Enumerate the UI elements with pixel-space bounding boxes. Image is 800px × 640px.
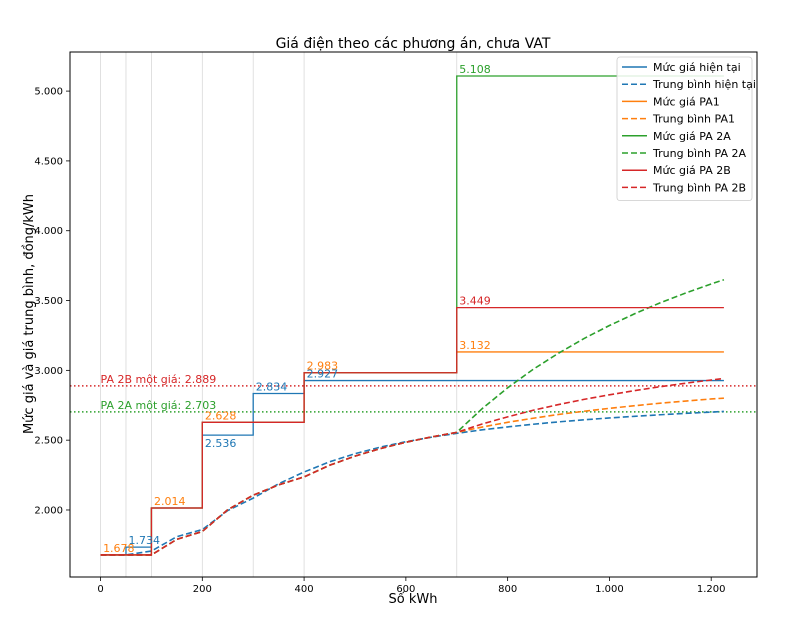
- series-layer: [100, 75, 725, 556]
- legend-label: Trung bình PA1: [652, 113, 735, 126]
- data-label: 2.014: [154, 495, 186, 508]
- legend-label: Mức giá PA1: [653, 95, 720, 108]
- data-label: 2.834: [256, 381, 288, 394]
- x-axis-label: Số kWh: [389, 592, 438, 607]
- legend-label: Trung bình PA 2B: [652, 181, 746, 194]
- x-tick-label: 0: [97, 584, 103, 595]
- series-line-muc-gia-pa-2b: [100, 307, 724, 556]
- y-tick-label: 2.000: [34, 505, 63, 516]
- y-tick-label: 5.000: [34, 87, 63, 98]
- x-tick-label: 1.200: [697, 584, 726, 595]
- data-label: 3.449: [459, 295, 491, 308]
- reference-line-label: PA 2B một giá: 2.889: [101, 373, 217, 386]
- x-tick-label: 800: [498, 584, 517, 595]
- y-axis-label: Mức giá và giá trung bình, đồng/kWh: [22, 194, 37, 434]
- series-line-trung-binh-pa-2b: [100, 377, 725, 556]
- data-label: 2.927: [307, 368, 339, 381]
- legend-label: Trung bình hiện tại: [652, 78, 756, 91]
- data-label: 1.678: [103, 542, 135, 555]
- x-tick-label: 400: [295, 584, 314, 595]
- plot-frame: [69, 51, 758, 578]
- y-tick-label: 2.500: [34, 436, 63, 447]
- data-label: 5.108: [459, 63, 491, 76]
- chart-title: Giá điện theo các phương án, chưa VAT: [276, 36, 551, 52]
- legend-label: Trung bình PA 2A: [652, 147, 746, 160]
- legend-label: Mức giá hiện tại: [653, 61, 741, 74]
- data-label: 2.536: [205, 437, 237, 450]
- reference-lines: PA 2B một giá: 2.889 PA 2A một giá: 2.703: [70, 373, 757, 413]
- y-tick-label: 4.000: [34, 226, 63, 237]
- y-tick-label: 3.500: [34, 296, 63, 307]
- legend-label: Mức giá PA 2B: [653, 164, 731, 177]
- legend-box: [616, 56, 753, 202]
- data-label: 1.734: [129, 534, 161, 547]
- axis-ticks: 0 200 400 600 800 1.000 1.200 2.000 2.500 3.000 3.…: [34, 87, 725, 595]
- grid-layer: [100, 52, 458, 577]
- y-tick-label: 3.000: [34, 366, 63, 377]
- x-tick-label: 600: [396, 584, 415, 595]
- x-tick-label: 200: [193, 584, 212, 595]
- x-tick-label: 1.000: [595, 584, 624, 595]
- data-label: 2.983: [307, 360, 339, 373]
- legend: Mức giá hiện tại Trung bình hiện tại Mức g…: [616, 56, 756, 202]
- legend-label: Mức giá PA 2A: [653, 130, 731, 143]
- data-label: 3.132: [459, 339, 491, 352]
- y-tick-label: 4.500: [34, 156, 63, 167]
- reference-line-label: PA 2A một giá: 2.703: [101, 399, 217, 412]
- data-label: 2.628: [205, 409, 237, 422]
